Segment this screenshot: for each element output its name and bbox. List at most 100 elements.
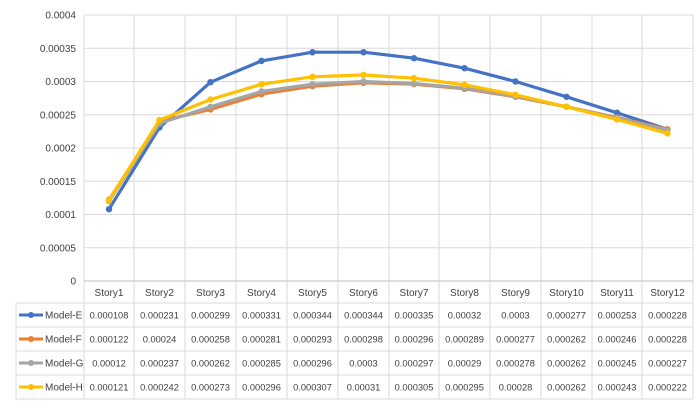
data-label: 0.000296 (293, 359, 332, 369)
data-label: 0.000245 (598, 359, 637, 369)
y-tick-label: 0 (70, 277, 76, 288)
data-point (207, 96, 214, 103)
data-label: 0.000242 (140, 383, 179, 393)
y-tick-label: 0.0002 (45, 144, 76, 155)
y-tick-label: 0.00025 (40, 110, 77, 121)
data-label: 0.00028 (499, 383, 533, 393)
y-tick-label: 0.00035 (40, 44, 77, 55)
x-tick-label: Story10 (549, 288, 584, 299)
data-point (360, 78, 367, 85)
y-tick-label: 0.00005 (40, 243, 77, 254)
x-tick-label: Story12 (650, 288, 685, 299)
legend-key (19, 384, 43, 390)
x-tick-label: Story7 (400, 288, 429, 299)
data-label: 0.000273 (191, 383, 230, 393)
y-tick-label: 0.00015 (40, 177, 77, 188)
data-point (664, 130, 671, 137)
y-tick-label: 0.0001 (45, 210, 76, 221)
data-point (105, 197, 113, 204)
x-tick-label: Story3 (196, 288, 225, 299)
data-point (258, 80, 265, 88)
series-model-e (105, 49, 671, 213)
data-point (461, 65, 468, 72)
data-point (360, 71, 367, 79)
series-model-h (105, 71, 671, 204)
data-label: 0.000227 (648, 359, 687, 369)
data-label: 0.000289 (445, 335, 484, 345)
series-lines (105, 49, 671, 213)
data-label: 0.000293 (293, 335, 332, 345)
plot-gridlines (83, 14, 694, 282)
data-label: 0.000258 (191, 335, 230, 345)
series-line (107, 50, 670, 211)
x-tick-label: Story11 (600, 288, 634, 299)
data-label: 0.000307 (293, 383, 332, 393)
data-label: 0.000262 (547, 359, 586, 369)
x-tick-label: Story2 (145, 288, 174, 299)
series-line (107, 73, 670, 203)
data-point (309, 80, 316, 88)
legend-key (19, 336, 43, 342)
data-point (512, 78, 519, 85)
data-label: 0.000277 (547, 311, 586, 321)
legend-key (19, 360, 43, 366)
data-label: 0.0003 (349, 359, 377, 369)
data-label: 0.00029 (448, 359, 482, 369)
data-point (207, 78, 214, 86)
data-point (563, 93, 570, 100)
data-label: 0.00012 (92, 359, 126, 369)
data-label: 0.000243 (598, 383, 637, 393)
data-point (512, 91, 519, 99)
x-tick-label: Story6 (349, 288, 378, 299)
data-point (613, 109, 621, 116)
data-point (207, 103, 214, 110)
data-label: 0.000262 (547, 335, 586, 345)
x-tick-label: Story5 (298, 288, 327, 299)
data-label: 0.000296 (395, 335, 434, 345)
data-label: 0.000344 (293, 311, 332, 321)
data-point (563, 103, 570, 110)
y-tick-label: 0.0004 (45, 11, 76, 22)
x-tick-label: Story9 (501, 288, 530, 299)
data-label: 0.00032 (448, 311, 482, 321)
data-label: 0.000278 (496, 359, 535, 369)
legend-entry: Model-E (45, 311, 83, 322)
data-label: 0.000297 (395, 359, 434, 369)
data-point (105, 205, 113, 213)
data-label: 0.00031 (347, 383, 381, 393)
data-point (410, 74, 418, 82)
data-label: 0.000122 (90, 335, 129, 345)
legend-key (19, 312, 43, 318)
data-label: 0.000298 (344, 335, 383, 345)
data-point (309, 73, 316, 81)
data-table: Story1 Story2 Story3 Story4 Story5 Story6 Stor… (15, 280, 694, 400)
data-point (410, 80, 418, 87)
data-label: 0.000237 (140, 359, 179, 369)
data-label: 0.000228 (648, 335, 687, 345)
data-label: 0.00024 (143, 335, 177, 345)
data-point (360, 49, 367, 56)
data-label: 0.000262 (547, 383, 586, 393)
data-point (613, 116, 621, 123)
data-point (461, 81, 468, 89)
data-point (258, 88, 265, 95)
data-label: 0.0003 (501, 311, 529, 321)
x-tick-label: Story4 (247, 288, 276, 299)
data-point (410, 55, 418, 62)
data-label: 0.000222 (648, 383, 687, 393)
data-label: 0.000253 (598, 311, 637, 321)
data-point (156, 116, 163, 124)
data-point (258, 57, 265, 65)
x-tick-label: Story8 (450, 288, 479, 299)
data-label: 0.000344 (344, 311, 383, 321)
data-label: 0.000246 (598, 335, 637, 345)
data-label: 0.000331 (242, 311, 281, 321)
y-axis-tick-labels: 0 0.00005 0.0001 0.00015 0.0002 0.00025 0.0003… (40, 11, 77, 288)
data-label: 0.000231 (140, 311, 179, 321)
legend-entry: Model-G (45, 359, 84, 370)
data-label: 0.000281 (242, 335, 281, 345)
data-label: 0.000296 (242, 383, 281, 393)
data-label: 0.000228 (648, 311, 687, 321)
